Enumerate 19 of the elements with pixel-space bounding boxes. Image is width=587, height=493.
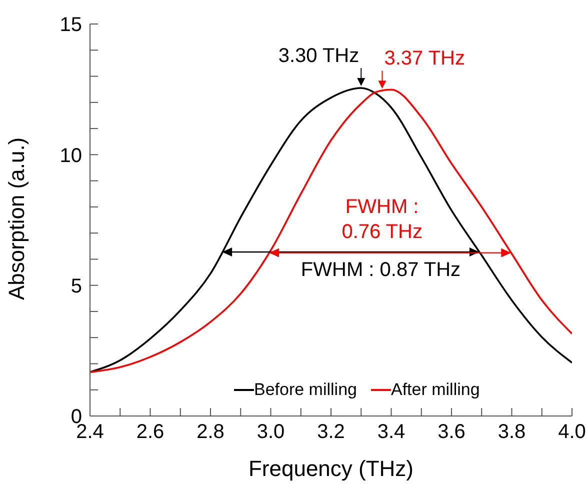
annotation: FWHM : 0.76 THz xyxy=(340,194,424,245)
x-tick-label: 4.0 xyxy=(558,421,586,444)
x-tick-label: 3.0 xyxy=(256,421,285,444)
y-tick-label: 15 xyxy=(60,14,82,36)
y-tick-label: 5 xyxy=(70,275,82,298)
x-tick-label: 2.6 xyxy=(136,421,164,444)
annotation: 3.30 THz xyxy=(278,45,360,68)
legend-label: After milling xyxy=(391,380,480,400)
x-tick-label: 2.8 xyxy=(196,421,224,444)
x-tick-label: 3.4 xyxy=(377,421,406,444)
x-tick-label: 3.8 xyxy=(498,421,526,444)
x-tick-label: 3.6 xyxy=(438,421,466,444)
y-axis-title: Absorption (a.u.) xyxy=(4,137,29,300)
y-tick-label: 10 xyxy=(60,144,82,167)
annotation: 3.37 THz xyxy=(384,48,465,70)
legend-label: Before milling xyxy=(254,380,357,400)
x-axis-title: Frequency (THz) xyxy=(248,456,414,481)
x-tick-label: 3.2 xyxy=(317,421,345,444)
annotation: FWHM : 0.87 THz xyxy=(300,258,461,283)
